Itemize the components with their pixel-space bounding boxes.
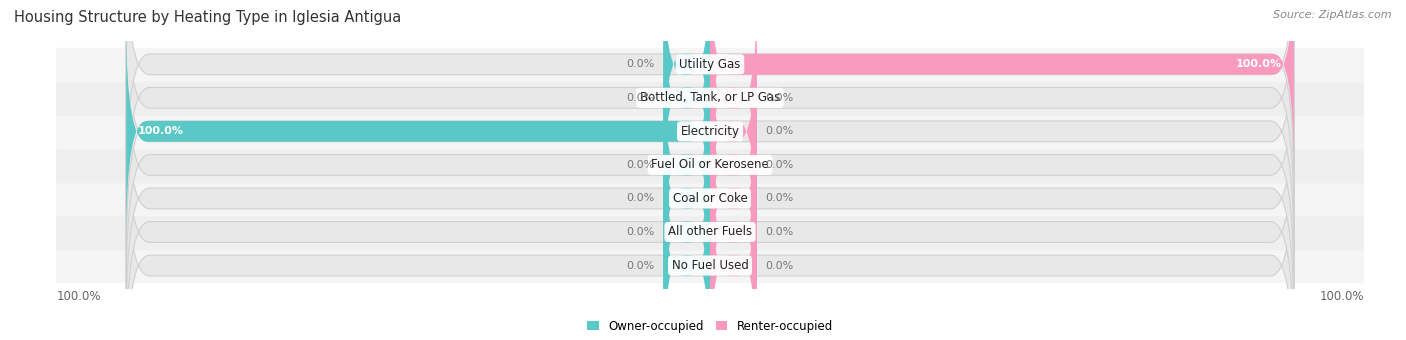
FancyBboxPatch shape bbox=[664, 58, 710, 272]
FancyBboxPatch shape bbox=[127, 0, 1294, 188]
Text: Utility Gas: Utility Gas bbox=[679, 58, 741, 71]
FancyBboxPatch shape bbox=[710, 0, 1294, 171]
Text: 100.0%: 100.0% bbox=[56, 290, 101, 303]
Text: 0.0%: 0.0% bbox=[765, 193, 794, 203]
FancyBboxPatch shape bbox=[710, 91, 756, 305]
FancyBboxPatch shape bbox=[710, 125, 756, 339]
Text: All other Fuels: All other Fuels bbox=[668, 225, 752, 238]
FancyBboxPatch shape bbox=[127, 0, 1294, 222]
Bar bbox=[56, 249, 1364, 282]
FancyBboxPatch shape bbox=[664, 158, 710, 340]
Text: 0.0%: 0.0% bbox=[765, 160, 794, 170]
Text: 0.0%: 0.0% bbox=[765, 126, 794, 136]
FancyBboxPatch shape bbox=[664, 0, 710, 171]
Text: 0.0%: 0.0% bbox=[626, 59, 655, 69]
Text: Bottled, Tank, or LP Gas: Bottled, Tank, or LP Gas bbox=[640, 91, 780, 104]
Text: Fuel Oil or Kerosene: Fuel Oil or Kerosene bbox=[651, 158, 769, 171]
FancyBboxPatch shape bbox=[664, 91, 710, 305]
FancyBboxPatch shape bbox=[127, 108, 1294, 340]
FancyBboxPatch shape bbox=[710, 58, 756, 272]
FancyBboxPatch shape bbox=[710, 24, 756, 238]
Text: 0.0%: 0.0% bbox=[626, 260, 655, 271]
FancyBboxPatch shape bbox=[127, 7, 1294, 255]
Text: Coal or Coke: Coal or Coke bbox=[672, 192, 748, 205]
FancyBboxPatch shape bbox=[710, 0, 756, 205]
FancyBboxPatch shape bbox=[127, 142, 1294, 340]
FancyBboxPatch shape bbox=[664, 125, 710, 339]
Text: 100.0%: 100.0% bbox=[138, 126, 184, 136]
Text: Housing Structure by Heating Type in Iglesia Antigua: Housing Structure by Heating Type in Igl… bbox=[14, 10, 401, 25]
Text: Electricity: Electricity bbox=[681, 125, 740, 138]
FancyBboxPatch shape bbox=[710, 158, 756, 340]
Text: 0.0%: 0.0% bbox=[765, 227, 794, 237]
Legend: Owner-occupied, Renter-occupied: Owner-occupied, Renter-occupied bbox=[582, 315, 838, 338]
Text: 0.0%: 0.0% bbox=[765, 260, 794, 271]
Bar bbox=[56, 115, 1364, 148]
Bar bbox=[56, 48, 1364, 81]
Bar bbox=[56, 148, 1364, 182]
Text: 0.0%: 0.0% bbox=[765, 93, 794, 103]
Text: 100.0%: 100.0% bbox=[1319, 290, 1364, 303]
FancyBboxPatch shape bbox=[664, 0, 710, 205]
FancyBboxPatch shape bbox=[127, 24, 710, 238]
FancyBboxPatch shape bbox=[127, 75, 1294, 322]
Bar bbox=[56, 215, 1364, 249]
Bar bbox=[56, 81, 1364, 115]
Text: Source: ZipAtlas.com: Source: ZipAtlas.com bbox=[1274, 10, 1392, 20]
Text: 0.0%: 0.0% bbox=[626, 227, 655, 237]
Text: 0.0%: 0.0% bbox=[626, 93, 655, 103]
Text: 0.0%: 0.0% bbox=[626, 193, 655, 203]
Text: 0.0%: 0.0% bbox=[626, 160, 655, 170]
Text: No Fuel Used: No Fuel Used bbox=[672, 259, 748, 272]
FancyBboxPatch shape bbox=[127, 41, 1294, 289]
Text: 100.0%: 100.0% bbox=[1236, 59, 1282, 69]
Bar bbox=[56, 182, 1364, 215]
